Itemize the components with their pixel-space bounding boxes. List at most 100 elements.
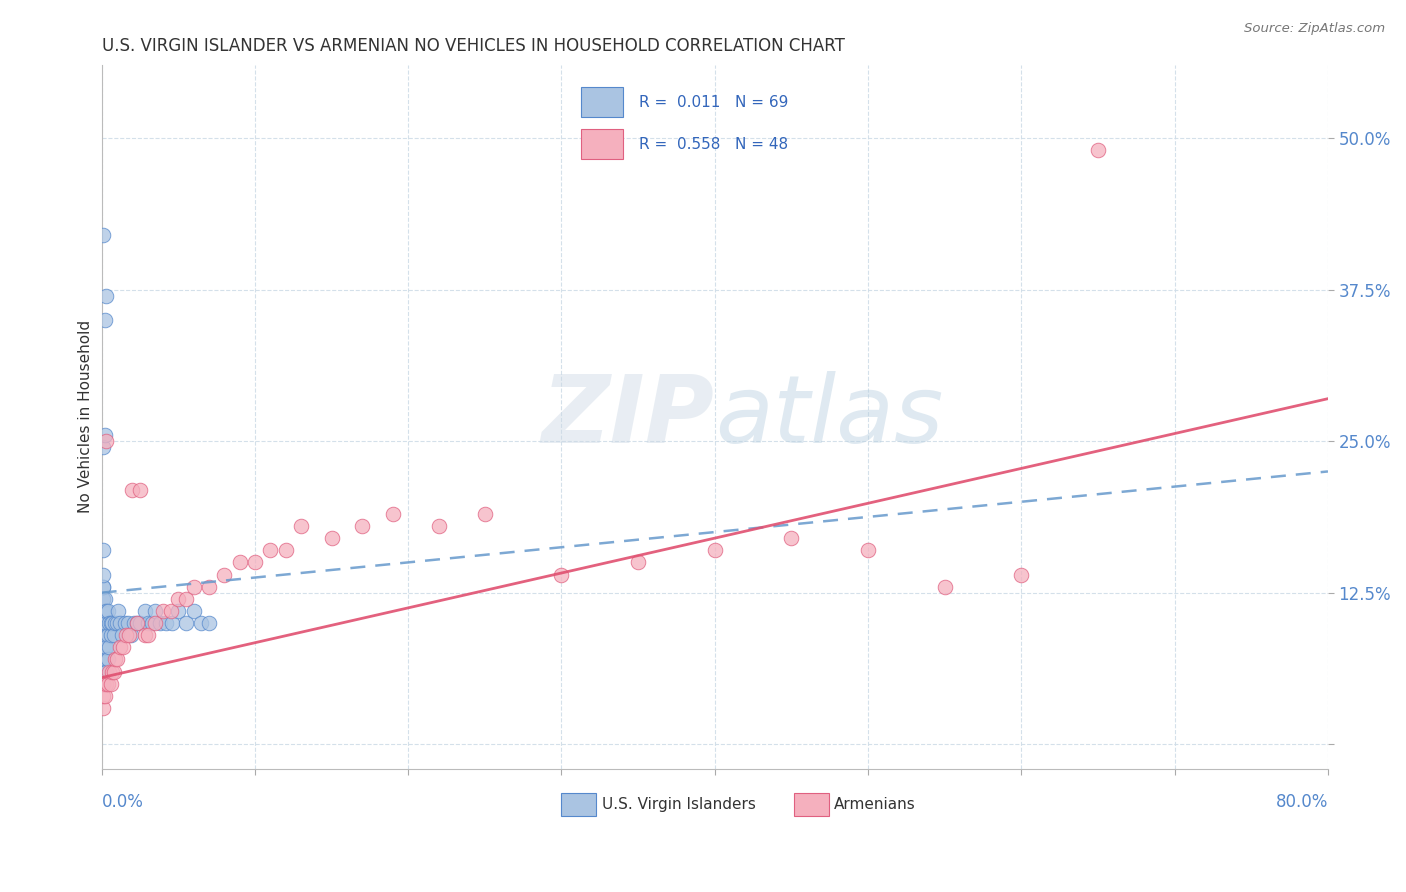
- Point: [108, 615, 131, 630]
- Point: [159, 604, 181, 618]
- Point: [91, 440, 114, 454]
- Point: [167, 604, 190, 618]
- Point: [118, 628, 141, 642]
- Point: [91, 676, 114, 690]
- Point: [93, 652, 115, 666]
- Point: [91, 591, 114, 606]
- Point: [780, 531, 803, 545]
- Point: [134, 628, 156, 642]
- Point: [96, 615, 118, 630]
- Point: [91, 615, 114, 630]
- Point: [125, 615, 148, 630]
- Point: [352, 519, 374, 533]
- Point: [108, 640, 131, 655]
- Point: [167, 591, 190, 606]
- Point: [93, 604, 115, 618]
- Point: [427, 519, 450, 533]
- Text: 0.0%: 0.0%: [101, 793, 143, 811]
- Point: [121, 483, 143, 497]
- Point: [91, 640, 114, 655]
- Point: [96, 640, 118, 655]
- Point: [91, 640, 114, 655]
- Point: [91, 665, 114, 679]
- Point: [136, 628, 159, 642]
- Point: [112, 640, 135, 655]
- Point: [856, 543, 879, 558]
- Point: [91, 580, 114, 594]
- Point: [243, 555, 266, 569]
- Point: [104, 652, 127, 666]
- Point: [143, 615, 166, 630]
- Point: [91, 628, 114, 642]
- Point: [143, 604, 166, 618]
- Point: [97, 676, 120, 690]
- Point: [91, 676, 114, 690]
- FancyBboxPatch shape: [561, 793, 596, 815]
- Point: [105, 615, 128, 630]
- Point: [190, 615, 212, 630]
- Point: [96, 676, 118, 690]
- Point: [91, 604, 114, 618]
- Point: [100, 628, 122, 642]
- Text: atlas: atlas: [714, 371, 943, 462]
- Point: [93, 591, 115, 606]
- Point: [91, 615, 114, 630]
- Point: [93, 640, 115, 655]
- Point: [91, 652, 114, 666]
- Point: [93, 313, 115, 327]
- Point: [93, 689, 115, 703]
- Point: [198, 580, 221, 594]
- Point: [91, 689, 114, 703]
- Point: [160, 615, 183, 630]
- Text: U.S. VIRGIN ISLANDER VS ARMENIAN NO VEHICLES IN HOUSEHOLD CORRELATION CHART: U.S. VIRGIN ISLANDER VS ARMENIAN NO VEHI…: [101, 37, 845, 55]
- Point: [703, 543, 725, 558]
- Point: [96, 434, 118, 449]
- Point: [117, 615, 139, 630]
- Text: 80.0%: 80.0%: [1275, 793, 1327, 811]
- Point: [627, 555, 650, 569]
- Point: [97, 652, 120, 666]
- Point: [91, 628, 114, 642]
- Point: [98, 640, 121, 655]
- Point: [290, 519, 312, 533]
- Point: [198, 615, 221, 630]
- Point: [98, 615, 121, 630]
- Point: [101, 615, 124, 630]
- Point: [93, 665, 115, 679]
- Text: ZIP: ZIP: [541, 371, 714, 463]
- Point: [550, 567, 572, 582]
- Point: [101, 665, 124, 679]
- Point: [134, 604, 156, 618]
- Point: [100, 615, 122, 630]
- Point: [91, 676, 114, 690]
- Point: [91, 227, 114, 242]
- Point: [321, 531, 343, 545]
- Point: [115, 628, 138, 642]
- Text: Armenians: Armenians: [834, 797, 915, 812]
- Point: [212, 567, 235, 582]
- Point: [141, 615, 163, 630]
- FancyBboxPatch shape: [794, 793, 828, 815]
- Point: [93, 628, 115, 642]
- Point: [91, 665, 114, 679]
- Point: [259, 543, 281, 558]
- Text: U.S. Virgin Islanders: U.S. Virgin Islanders: [602, 797, 756, 812]
- Point: [98, 665, 121, 679]
- Point: [93, 428, 115, 442]
- Point: [183, 580, 205, 594]
- Point: [152, 604, 174, 618]
- Point: [96, 665, 118, 679]
- Point: [91, 652, 114, 666]
- Point: [105, 652, 128, 666]
- Point: [100, 676, 122, 690]
- Point: [91, 604, 114, 618]
- Point: [183, 604, 205, 618]
- Point: [1087, 143, 1109, 157]
- Point: [934, 580, 956, 594]
- Point: [114, 615, 136, 630]
- Point: [103, 665, 125, 679]
- Point: [96, 288, 118, 302]
- Point: [91, 543, 114, 558]
- Point: [122, 615, 145, 630]
- Point: [474, 507, 496, 521]
